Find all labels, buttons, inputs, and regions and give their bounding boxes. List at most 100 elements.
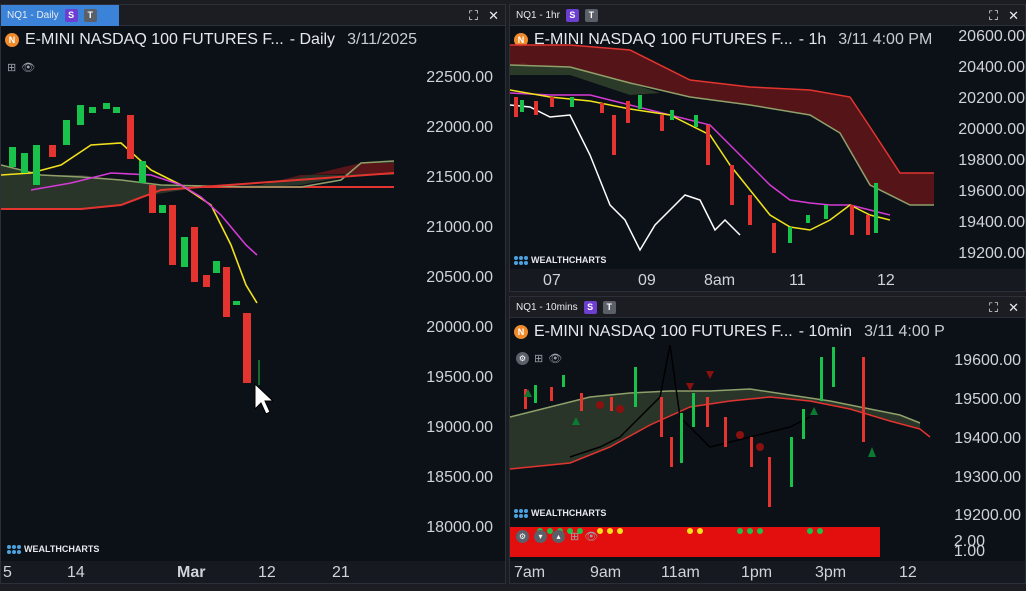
tenmin-tab-bar: NQ1 - 10mins S T ⛶ ✕ [510, 297, 1025, 318]
t-badge[interactable]: T [602, 301, 616, 314]
maximize-icon[interactable]: ⛶ [468, 8, 479, 23]
x-tick: 09 [638, 272, 656, 289]
daily-tab-bar: NQ1 - Daily S T ⛶ ✕ [1, 5, 505, 26]
x-tick: 12 [899, 564, 917, 581]
hourly-y-axis[interactable]: 20600.00 20400.00 20200.00 20000.00 1980… [941, 5, 1025, 269]
tenmin-interval: - 10min [798, 323, 853, 340]
wealthcharts-logo: WEALTHCHARTS [514, 255, 606, 265]
t-badge[interactable]: T [83, 9, 97, 22]
s-badge[interactable]: S [565, 9, 579, 22]
eye-icon[interactable]: 👁 [584, 531, 599, 543]
symbol-icon: N [514, 325, 528, 339]
x-tick: 7am [514, 564, 546, 581]
tenmin-symbol-name: E-MINI NASDAQ 100 FUTURES F... [534, 323, 793, 340]
add-icon[interactable]: ⊞ [570, 531, 580, 543]
hourly-tab-bar: NQ1 - 1hr S T ⛶ ✕ [510, 5, 1025, 26]
y-tick: 19500.00 [954, 391, 1021, 408]
x-tick: 9am [590, 564, 622, 581]
y-tick: 21000.00 [426, 219, 493, 236]
y-tick: 20200.00 [958, 90, 1025, 107]
x-tick: 5 [3, 564, 12, 581]
maximize-icon[interactable]: ⛶ [988, 300, 999, 315]
daily-interval: - Daily [289, 31, 336, 48]
hourly-interval: - 1h [798, 31, 827, 48]
tenmin-tab-label: NQ1 - 10mins [516, 302, 578, 313]
y-tick: 19800.00 [958, 152, 1025, 169]
tenmin-tab[interactable]: NQ1 - 10mins S T [510, 297, 622, 318]
hourly-chart-title: N E-MINI NASDAQ 100 FUTURES F... - 1h 3/… [514, 31, 932, 49]
s-badge[interactable]: S [583, 301, 597, 314]
close-icon[interactable]: ✕ [488, 8, 499, 23]
tenmin-chart-panel[interactable]: NQ1 - 10mins S T ⛶ ✕ N E-MINI NASDAQ 100… [509, 296, 1026, 584]
eye-icon[interactable]: 👁 [21, 62, 36, 74]
wealthcharts-logo: WEALTHCHARTS [514, 508, 606, 518]
hourly-tab[interactable]: NQ1 - 1hr S T [510, 5, 604, 26]
daily-date: 3/11/2025 [347, 31, 418, 48]
tenmin-date: 3/11 4:00 P [864, 323, 945, 340]
x-tick: Mar [177, 564, 206, 581]
daily-candles [9, 103, 260, 385]
close-icon[interactable]: ✕ [1008, 300, 1019, 315]
s-badge[interactable]: S [64, 9, 78, 22]
y-tick: 20000.00 [958, 121, 1025, 138]
x-tick: 1pm [741, 564, 773, 581]
y-tick: 22000.00 [426, 119, 493, 136]
y-tick: 19600.00 [958, 183, 1025, 200]
y-tick: 19400.00 [958, 214, 1025, 231]
hourly-tab-label: NQ1 - 1hr [516, 10, 560, 21]
x-tick: 14 [67, 564, 85, 581]
x-tick: 12 [877, 272, 895, 289]
y-tick: 21500.00 [426, 169, 493, 186]
x-tick: 11 [789, 272, 806, 289]
y-tick: 22500.00 [426, 69, 493, 86]
y-tick: 19200.00 [958, 245, 1025, 262]
x-tick: 12 [258, 564, 276, 581]
sub-y-tick: 2.00 [953, 533, 985, 550]
symbol-icon: N [514, 33, 528, 47]
arrow-up-icon[interactable]: ▴ [552, 530, 565, 543]
y-tick: 20000.00 [426, 319, 493, 336]
tenmin-x-axis[interactable]: 7am 9am 11am 1pm 3pm 12 [510, 561, 1025, 583]
x-tick: 3pm [815, 564, 847, 581]
y-tick: 19400.00 [954, 430, 1021, 447]
y-tick: 19600.00 [954, 352, 1021, 369]
sub-y-tick: 1.00 [953, 543, 985, 560]
cursor-icon [254, 383, 274, 415]
wealthcharts-logo: WEALTHCHARTS [7, 544, 99, 554]
x-tick: 11am [661, 564, 700, 581]
hourly-price-plot[interactable] [510, 5, 946, 269]
settings-icon[interactable]: ⚙ [516, 530, 529, 543]
y-tick: 20600.00 [958, 28, 1025, 45]
hourly-symbol-name: E-MINI NASDAQ 100 FUTURES F... [534, 31, 793, 48]
daily-chart-title: N E-MINI NASDAQ 100 FUTURES F... - Daily… [5, 31, 417, 49]
daily-y-axis[interactable]: 22500.00 22000.00 21500.00 21000.00 2050… [419, 5, 505, 565]
daily-price-plot[interactable] [1, 5, 421, 565]
daily-x-axis[interactable]: 5 14 Mar 12 21 [1, 561, 505, 583]
y-tick: 20400.00 [958, 59, 1025, 76]
close-icon[interactable]: ✕ [1008, 8, 1019, 23]
settings-icon[interactable]: ⚙ [516, 352, 529, 365]
daily-tab[interactable]: NQ1 - Daily S T [1, 5, 119, 26]
hourly-x-axis[interactable]: 07 09 8am 11 12 [510, 269, 1025, 291]
tenmin-y-axis[interactable]: 19600.00 19500.00 19400.00 19300.00 1920… [941, 297, 1025, 561]
daily-symbol-name: E-MINI NASDAQ 100 FUTURES F... [25, 31, 284, 48]
eye-icon[interactable]: 👁 [548, 353, 563, 365]
arrow-down-icon[interactable]: ▾ [534, 530, 547, 543]
y-tick: 19300.00 [954, 469, 1021, 486]
tenmin-price-plot[interactable] [510, 297, 946, 561]
daily-chart-panel[interactable]: NQ1 - Daily S T ⛶ ✕ N E-MINI NASDAQ 100 … [0, 4, 506, 584]
x-tick: 21 [332, 564, 350, 581]
add-icon[interactable]: ⊞ [7, 62, 17, 74]
y-tick: 18500.00 [426, 469, 493, 486]
y-tick: 18000.00 [426, 519, 493, 536]
y-tick: 20500.00 [426, 269, 493, 286]
y-tick: 19000.00 [426, 419, 493, 436]
daily-tab-label: NQ1 - Daily [7, 10, 59, 21]
x-tick: 8am [704, 272, 736, 289]
t-badge[interactable]: T [584, 9, 598, 22]
hourly-chart-panel[interactable]: NQ1 - 1hr S T ⛶ ✕ N E-MINI NASDAQ 100 FU… [509, 4, 1026, 292]
maximize-icon[interactable]: ⛶ [988, 8, 999, 23]
y-tick: 19200.00 [954, 507, 1021, 524]
add-icon[interactable]: ⊞ [534, 353, 544, 365]
tenmin-chart-title: N E-MINI NASDAQ 100 FUTURES F... - 10min… [514, 323, 945, 341]
